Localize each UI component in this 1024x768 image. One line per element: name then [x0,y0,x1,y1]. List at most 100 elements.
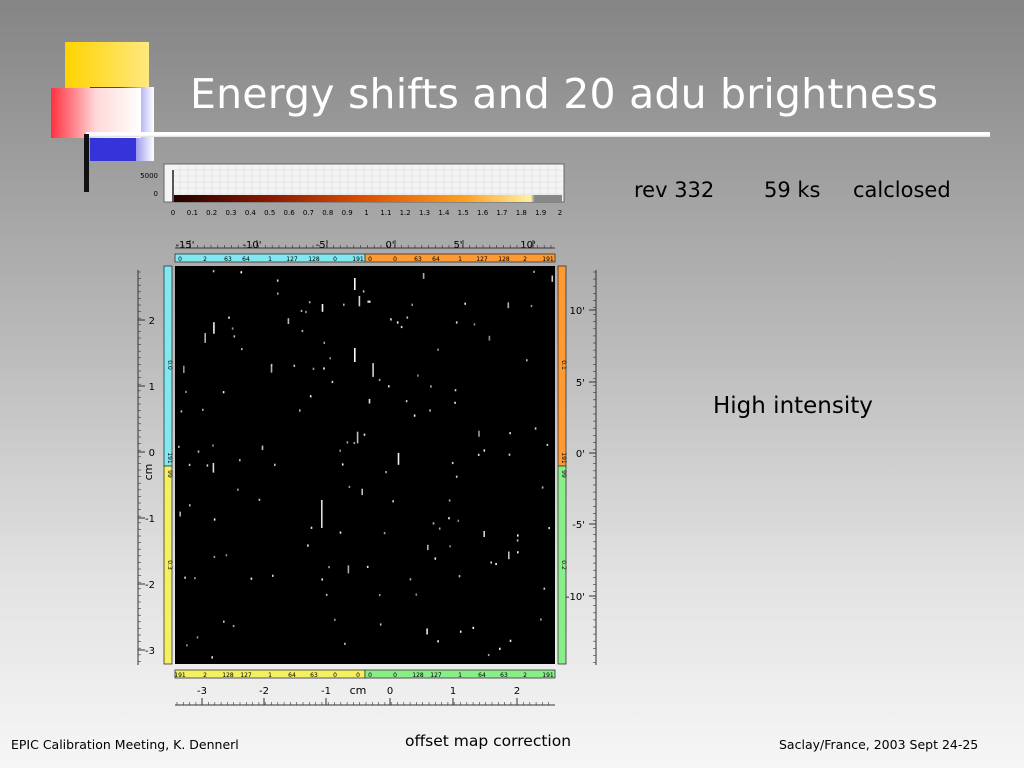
color-scale-tick-label: 0.2 [206,209,217,217]
offset-map-pixel [204,333,206,343]
bottom-cm-tick-label: -1 [321,686,331,697]
top-strip-label: 2 [523,256,527,263]
color-scale-tick-label: 1.3 [419,209,430,217]
bottom-strip-label: 2 [523,672,527,679]
revolution-label: rev 332 [634,178,715,202]
offset-map-pixel [222,391,225,394]
top-strip-orange [364,253,556,263]
offset-map-pixel [427,544,429,551]
color-scale-tick-label: 1 [364,209,368,217]
right-strip-label: 191 [560,452,567,464]
offset-map-pixel [390,318,392,321]
offset-map-pixel [472,626,475,629]
color-scale-tick-label: 0.1 [187,209,198,217]
left-cm-tick-label: 0 [149,448,155,459]
offset-map-pixel [508,453,511,456]
intensity-label: High intensity [713,393,873,419]
offset-map-pixel [213,555,216,558]
offset-map-pixel [454,389,457,392]
offset-map-figure: 5000 0 0 0.1 0.2 0.3 0.4 0.5 0.6 0.7 0.8 0.9 1 1.1 1… [130,160,610,715]
offset-map-pixel [179,511,181,517]
color-scale-tick-label: 1.4 [438,209,450,217]
left-cm-tick-label: -2 [145,580,155,591]
logo-blue-bottom-block [90,138,136,161]
bottom-cm-tick-label: 2 [514,686,520,697]
bottom-strip-labels: 191 2 128 127 1 64 63 0 0 0 0 128 127 1 64 63 2 191 [174,672,554,679]
offset-map-pixel [429,409,431,412]
offset-map-pixel [277,292,279,295]
offset-map-pixel [344,642,346,645]
offset-map-pixel [213,322,215,334]
bottom-cm-ticks: -3 -2 -1 0 1 2 cm [176,684,550,705]
offset-map-pixel [196,636,199,639]
offset-map-pixel [346,441,349,444]
right-arcmin-tick-label: 0' [576,449,585,460]
offset-map-pixel [516,539,519,542]
left-cm-tick-label: -3 [145,646,155,657]
left-strip-label: 0.0 [166,360,173,370]
top-strip-label: 2 [203,256,207,263]
offset-map-pixel [551,275,554,282]
top-strip-label: 1 [458,256,462,263]
offset-map-pixel [459,630,462,633]
offset-map-pixel [490,561,492,564]
bottom-strip-green [364,669,556,679]
offset-map-pixel [305,310,307,314]
offset-map-pixel [347,565,350,574]
offset-map-pixel [321,500,323,528]
offset-map-pixel [353,441,356,445]
left-cm-ticks: 2 1 0 -1 -2 -3 [138,271,155,662]
offset-map-pixel [339,449,341,452]
offset-map-pixel [426,628,428,635]
offset-map-pixel [458,575,461,578]
offset-map-pixel [184,576,186,579]
bottom-strip-label: 1 [458,672,462,679]
left-cm-tick-label: -1 [145,514,155,525]
offset-map-pixel [405,400,408,403]
offset-map-pixel [378,378,381,381]
offset-map-pixel [367,300,369,303]
offset-map-pixel [363,433,366,436]
offset-map-pixel [228,316,230,319]
bottom-cm-tick-label: 1 [450,686,456,697]
right-arcmin-tick-label: 5' [576,378,585,389]
histogram-spike [172,170,174,202]
bottom-strip-label: 64 [478,672,486,679]
offset-map-pixel [507,302,510,309]
offset-map-pixel [411,303,413,306]
color-scale-tick-label: 1.5 [458,209,469,217]
offset-map-pixel [509,432,511,435]
footer-topic: offset map correction [405,732,572,750]
right-strip-label: 99 [560,470,567,478]
offset-map-pixel [309,395,312,398]
offset-map-pixel [323,367,325,370]
title-underline [86,132,990,137]
offset-map-pixel [323,341,326,344]
offset-map-pixel [202,408,204,411]
top-strip-labels: 0 2 63 64 1 127 128 0 191 0 0 63 64 1 127 128 2 191 [178,256,554,263]
offset-map-pixel [189,504,191,507]
top-strip-label: 127 [476,256,488,263]
color-scale-tick-label: 0.3 [225,209,236,217]
left-strip-label: 0.3 [166,560,173,570]
offset-map-pixel [180,410,183,413]
top-strip-label: 0 [178,256,182,263]
color-scale-tick-label: 1.9 [535,209,546,217]
offset-map-pixel [417,374,419,377]
offset-map-pixels [178,270,554,659]
offset-map-pixel [348,485,351,488]
bottom-cm-tick-label: -3 [197,686,207,697]
offset-map-pixel [397,452,400,465]
offset-map-pixel [301,329,304,333]
bottom-strip-label: 0 [356,672,360,679]
footer-meeting: EPIC Calibration Meeting, K. Dennerl [11,737,239,752]
offset-map-pixel [194,577,196,580]
offset-map-pixel [437,640,439,643]
right-strip-green [557,465,567,665]
color-scale-tick-label: 0.7 [303,209,314,217]
offset-map-image [175,266,555,664]
offset-map-pixel [548,527,550,530]
top-strip-label: 63 [224,256,232,263]
color-scale-ticks: 0 0.1 0.2 0.3 0.4 0.5 0.6 0.7 0.8 0.9 1 1.1 1.2 1.3 1.… [171,209,562,217]
bottom-strip-label: 63 [500,672,508,679]
